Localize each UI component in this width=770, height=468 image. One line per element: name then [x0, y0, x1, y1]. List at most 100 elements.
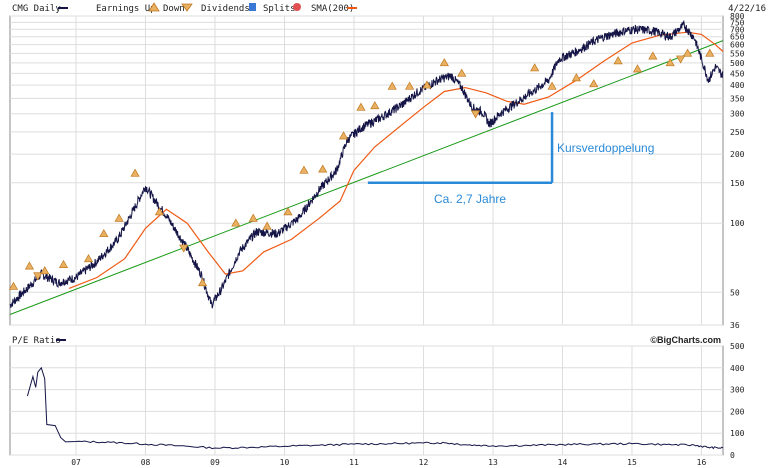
price-y-tick-label: 450: [730, 69, 745, 78]
x-tick-label: 08: [141, 458, 151, 467]
trendline-layer: [9, 40, 724, 315]
earnings-down-marker: [676, 55, 686, 64]
earnings-down-marker: [179, 244, 189, 253]
price-y-tick-label: 350: [730, 94, 745, 103]
earnings-up-marker: [262, 221, 272, 230]
price-y-tick-label: 400: [730, 81, 745, 90]
pe-y-tick-label: 400: [730, 364, 745, 373]
x-tick-label: 14: [558, 458, 568, 467]
earnings-up-marker: [130, 168, 140, 177]
legend-header: CMG Daily Earnings Up Down Dividends Spl…: [12, 2, 766, 14]
earnings-up-marker: [547, 81, 557, 90]
earnings-up-marker: [705, 48, 715, 57]
earnings-up-marker: [457, 68, 467, 77]
price-line: [9, 19, 724, 309]
earnings-up-marker: [318, 164, 328, 173]
pe-title: P/E Ratio: [12, 336, 61, 346]
earnings-up-marker: [40, 266, 50, 275]
earnings-up-marker: [439, 58, 449, 67]
price-y-tick-label: 600: [730, 41, 745, 50]
date-label: 4/22/16: [728, 4, 766, 14]
price-y-tick-label: 800: [730, 12, 745, 21]
earnings-up-marker: [370, 101, 380, 110]
pe-grid: [10, 345, 723, 456]
x-tick-label: 11: [349, 458, 359, 467]
earnings-up-marker: [356, 102, 366, 111]
x-tick-label: 12: [419, 458, 429, 467]
price-y-tick-label: 300: [730, 110, 745, 119]
trendline: [9, 40, 724, 315]
earnings-up-marker: [58, 259, 69, 268]
sma-layer: [68, 31, 724, 289]
pe-y-axis: 500 400 300 200 100 0: [730, 342, 745, 460]
price-y-tick-label: 550: [730, 49, 745, 58]
annotation-kursverdoppelung: Kursverdoppelung: [557, 141, 654, 155]
earnings-up-marker: [589, 79, 599, 88]
x-axis: 07 08 09 10 11 12 13 14 15 16: [71, 458, 706, 467]
legend-splits: Splits: [263, 4, 296, 14]
x-tick-label: 10: [280, 458, 290, 467]
earnings-up-marker: [248, 213, 258, 222]
earnings-up-marker: [197, 278, 208, 287]
pe-line: [26, 366, 724, 450]
x-tick-label: 13: [488, 458, 498, 467]
pe-layer: [26, 366, 724, 450]
price-y-tick-label: 36: [730, 321, 740, 330]
price-y-tick-label: 50: [730, 288, 740, 297]
price-y-tick-label: 500: [730, 59, 745, 68]
earnings-up-marker: [154, 207, 165, 216]
price-y-tick-label: 250: [730, 128, 745, 137]
earnings-up-marker: [387, 81, 397, 90]
earnings-up-marker: [83, 254, 94, 263]
earnings-down-marker: [471, 110, 481, 119]
ticker-label: CMG Daily: [12, 4, 61, 14]
earnings-up-marker: [422, 80, 432, 89]
earnings-up-marker: [8, 281, 19, 290]
price-y-tick-label: 150: [730, 179, 745, 188]
legend-splits-icon: [293, 3, 301, 11]
earnings-up-marker: [114, 213, 124, 222]
earnings-up-marker: [632, 64, 643, 73]
price-y-tick-label: 750: [730, 18, 745, 27]
earnings-up-marker: [571, 73, 581, 82]
earnings-up-marker: [338, 131, 349, 140]
legend-earnings-up-icon: [148, 2, 160, 12]
x-tick-label: 16: [697, 458, 707, 467]
pe-y-tick-label: 100: [730, 429, 745, 438]
price-y-tick-label: 700: [730, 25, 745, 34]
price-y-tick-label: 100: [730, 219, 745, 228]
earnings-down-marker: [33, 272, 43, 281]
sma-line: [68, 31, 724, 289]
price-grid: [10, 15, 723, 326]
pe-y-tick-label: 200: [730, 407, 745, 416]
earnings-up-marker: [299, 165, 309, 174]
x-tick-label: 15: [627, 458, 637, 467]
legend-earnings-up: Earnings Up: [96, 4, 156, 14]
earnings-up-marker: [682, 48, 693, 57]
pe-y-tick-label: 500: [730, 342, 745, 351]
price-layer: [9, 19, 724, 309]
earnings-up-marker: [648, 51, 658, 60]
legend-sma: SMA(200): [311, 4, 354, 14]
price-y-tick-label: 650: [730, 33, 745, 42]
legend-dividends: Dividends: [201, 4, 250, 14]
x-tick-label: 07: [71, 458, 81, 467]
earnings-up-marker: [613, 56, 623, 65]
annotation-dauer: Ca. 2,7 Jahre: [434, 192, 506, 206]
earnings-up-marker: [530, 63, 540, 72]
pe-y-tick-label: 300: [730, 386, 745, 395]
earnings-up-marker: [24, 261, 35, 270]
legend-down: Down: [163, 4, 185, 14]
credit-label: ©BigCharts.com: [650, 335, 721, 345]
earnings-markers: [8, 48, 715, 290]
price-y-tick-label: 200: [730, 150, 745, 159]
earnings-up-marker: [231, 218, 241, 227]
legend-down-icon: [181, 3, 193, 12]
earnings-up-marker: [283, 207, 293, 216]
earnings-up-marker: [404, 81, 415, 90]
pe-panel-frame: [9, 345, 724, 456]
price-panel-frame: [9, 15, 724, 326]
legend-dividends-icon: [249, 3, 256, 11]
